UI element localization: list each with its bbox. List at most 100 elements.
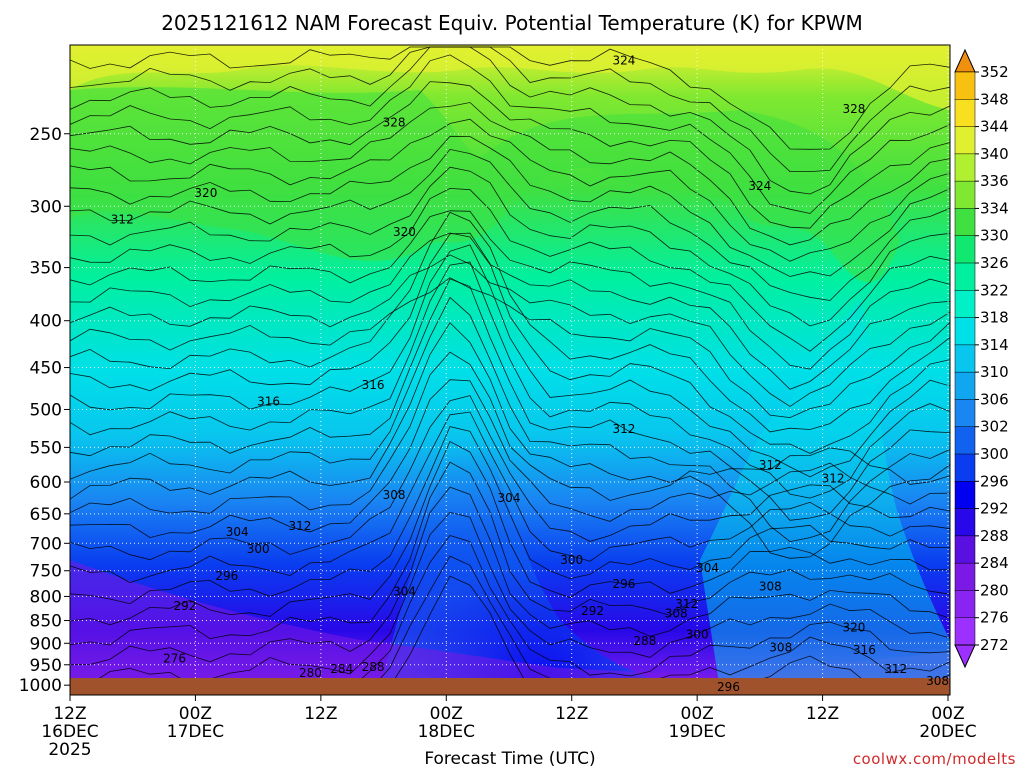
contour-label: 304	[393, 584, 416, 598]
plot-frame	[69, 44, 951, 696]
colorbar-label: 284	[980, 554, 1009, 572]
x-tick-label: 12Z	[555, 704, 588, 724]
contour-label: 288	[633, 634, 656, 648]
contour-line	[70, 379, 950, 539]
colorbar-label: 336	[980, 172, 1009, 190]
contour-label: 304	[498, 491, 521, 505]
colorbar-swatch	[954, 508, 976, 537]
contour-label: 312	[613, 422, 636, 436]
colorbar-swatch	[954, 153, 976, 182]
contour-line	[70, 54, 950, 214]
colorbar-swatch	[954, 344, 976, 373]
contour-line	[70, 395, 950, 561]
y-tick-label: 600	[30, 473, 62, 493]
contour-label: 292	[581, 604, 604, 618]
colorbar-label: 292	[980, 500, 1009, 518]
contour-line	[70, 118, 950, 262]
contour-label: 300	[247, 542, 270, 556]
contour-label: 296	[215, 569, 238, 583]
x-tick-label: 19DEC	[668, 722, 725, 742]
warm-top-band	[70, 45, 950, 110]
colorbar-label: 330	[980, 227, 1009, 245]
x-tick-label: 16DEC	[41, 722, 98, 742]
colorbar-swatch	[954, 180, 976, 210]
colorbar-swatch	[954, 535, 976, 564]
contour-line	[70, 211, 950, 433]
colorbar-swatch	[954, 235, 976, 264]
contour-label: 308	[769, 641, 792, 655]
contour-label: 312	[675, 597, 698, 611]
green-upper-lobe	[70, 87, 900, 283]
contour-label: 296	[613, 577, 636, 591]
contour-lines	[70, 46, 950, 692]
contour-label: 308	[926, 674, 949, 688]
colorbar-swatch	[954, 208, 976, 237]
y-tick-label: 900	[30, 634, 62, 654]
colorbar-label: 280	[980, 581, 1009, 599]
contour-line	[70, 46, 950, 172]
contour-line	[70, 254, 950, 407]
y-axis: 2503003504004505005506006507007508008509…	[19, 125, 70, 696]
contour-label: 320	[842, 620, 865, 634]
colorbar-label: 276	[980, 609, 1009, 627]
colorbar-swatch	[954, 126, 976, 155]
y-tick-label: 550	[30, 438, 62, 458]
x-tick-label: 20DEC	[919, 722, 976, 742]
colorbar-label: 302	[980, 418, 1009, 436]
x-tick-label: 00Z	[931, 704, 964, 724]
contour-label: 296	[717, 680, 740, 694]
cyan-right-tongue	[700, 300, 950, 690]
y-tick-label: 700	[30, 534, 62, 554]
contour-label: 328	[383, 115, 406, 129]
contour-line	[70, 322, 950, 559]
contour-line	[70, 46, 950, 150]
contour-label: 324	[613, 54, 636, 68]
contour-line	[70, 232, 950, 390]
contour-label: 312	[759, 458, 782, 472]
contour-line	[70, 166, 950, 327]
y-tick-label: 500	[30, 400, 62, 420]
contour-label: 308	[383, 488, 406, 502]
colorbar-swatch	[954, 481, 976, 510]
credit-text: coolwx.com/modelts	[853, 750, 1016, 768]
x-axis-label: Forecast Time (UTC)	[424, 749, 595, 768]
colorbar-label: 288	[980, 527, 1009, 545]
colorbar-swatch	[954, 71, 976, 101]
colorbar-label: 318	[980, 309, 1009, 327]
contour-label: 280	[299, 666, 322, 680]
colorbar-label: 340	[980, 145, 1009, 163]
colorbar-label: 334	[980, 199, 1009, 217]
contour-label: 312	[288, 519, 311, 533]
colorbar-swatch	[954, 371, 976, 401]
colorbar-swatch	[954, 99, 976, 128]
colorbar-swatch	[954, 426, 976, 455]
colorbar-top-arrow	[954, 48, 976, 73]
contour-line	[70, 81, 950, 229]
contour-line	[70, 135, 950, 277]
y-tick-label: 750	[30, 562, 62, 582]
contour-line	[70, 278, 950, 521]
contour-label: 292	[174, 599, 197, 613]
colorbar-label: 310	[980, 363, 1009, 381]
colorbar-label: 272	[980, 636, 1009, 654]
contour-line	[70, 511, 950, 685]
colorbar-label: 344	[980, 118, 1009, 136]
colorbar-swatch	[954, 262, 976, 292]
colorbar-label: 314	[980, 336, 1009, 354]
contour-label: 308	[665, 606, 688, 620]
y-tick-label: 350	[30, 259, 62, 279]
grid-lines	[70, 45, 950, 695]
colorbar-label: 322	[980, 281, 1009, 299]
contour-line	[70, 461, 950, 646]
y-tick-label: 400	[30, 312, 62, 332]
colorbar-swatch	[954, 617, 976, 646]
cold-lower-layer	[70, 560, 950, 695]
y-tick-label: 450	[30, 359, 62, 379]
contour-line	[70, 296, 950, 543]
ground-surface	[70, 678, 950, 695]
x-tick-label: 00Z	[179, 704, 212, 724]
contour-line	[70, 46, 950, 195]
x-tick-label: 18DEC	[418, 722, 475, 742]
